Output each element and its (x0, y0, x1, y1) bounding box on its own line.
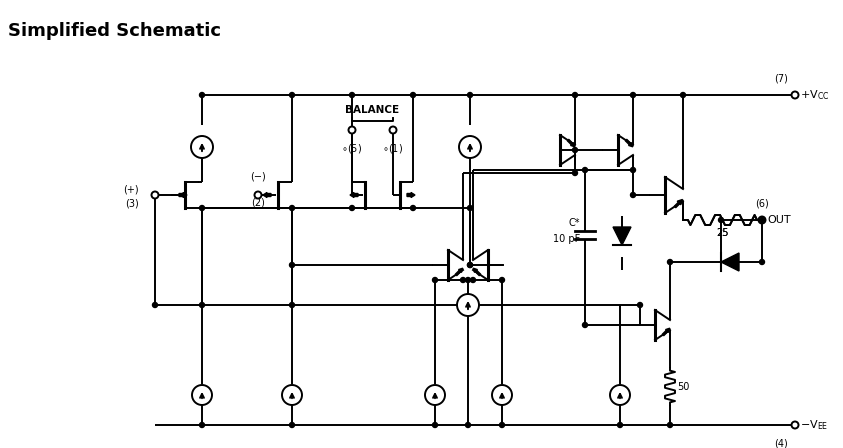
Circle shape (200, 92, 205, 98)
Text: (3): (3) (126, 198, 139, 208)
Circle shape (411, 92, 416, 98)
Circle shape (191, 136, 213, 158)
Circle shape (637, 302, 642, 307)
Text: 25: 25 (717, 228, 728, 238)
FancyArrow shape (455, 268, 463, 276)
Text: Simplified Schematic: Simplified Schematic (8, 22, 221, 40)
Circle shape (282, 385, 302, 405)
Circle shape (792, 422, 798, 428)
Circle shape (460, 277, 465, 283)
Circle shape (289, 263, 294, 267)
Circle shape (389, 126, 396, 134)
Circle shape (459, 136, 481, 158)
Circle shape (425, 385, 445, 405)
Circle shape (432, 277, 438, 283)
FancyArrow shape (663, 328, 670, 336)
Circle shape (631, 168, 636, 172)
FancyArrow shape (674, 199, 683, 208)
Text: C*: C* (568, 218, 580, 228)
Polygon shape (721, 253, 739, 271)
Circle shape (289, 206, 294, 211)
Text: $\circ$(5): $\circ$(5) (341, 142, 362, 155)
Circle shape (457, 294, 479, 316)
Text: 25: 25 (717, 228, 728, 238)
FancyArrow shape (407, 193, 415, 198)
Text: $-$V$_{\mathsf{EE}}$: $-$V$_{\mathsf{EE}}$ (800, 418, 829, 432)
Text: OUT: OUT (767, 215, 791, 225)
Circle shape (492, 385, 512, 405)
Circle shape (255, 191, 261, 198)
Text: (6): (6) (755, 198, 769, 208)
Circle shape (289, 302, 294, 307)
FancyArrow shape (473, 268, 481, 276)
Text: (+): (+) (123, 184, 139, 194)
Circle shape (572, 147, 577, 152)
Circle shape (500, 277, 504, 283)
Circle shape (468, 263, 472, 267)
Circle shape (411, 206, 416, 211)
Circle shape (610, 385, 630, 405)
Circle shape (289, 92, 294, 98)
Circle shape (760, 259, 765, 264)
Text: (2): (2) (251, 197, 265, 207)
Circle shape (350, 92, 355, 98)
Circle shape (792, 91, 798, 99)
Circle shape (500, 422, 504, 427)
Text: (4): (4) (774, 439, 788, 448)
Text: BALANCE: BALANCE (346, 105, 400, 115)
Text: (7): (7) (774, 73, 788, 83)
Text: +V$_{\mathsf{CC}}$: +V$_{\mathsf{CC}}$ (800, 88, 830, 102)
Circle shape (192, 385, 212, 405)
Circle shape (620, 233, 625, 237)
Circle shape (583, 323, 588, 327)
Text: 10 pF: 10 pF (553, 234, 580, 244)
Circle shape (200, 302, 205, 307)
FancyArrow shape (626, 139, 633, 147)
Circle shape (759, 216, 765, 224)
Circle shape (668, 259, 673, 264)
Circle shape (152, 191, 158, 198)
Circle shape (680, 92, 685, 98)
Circle shape (631, 92, 636, 98)
Circle shape (668, 422, 673, 427)
Circle shape (468, 263, 472, 267)
FancyArrow shape (179, 193, 187, 198)
Circle shape (631, 193, 636, 198)
Circle shape (348, 126, 356, 134)
Circle shape (153, 302, 158, 307)
Text: 50: 50 (677, 382, 690, 392)
Circle shape (718, 217, 723, 223)
FancyArrow shape (263, 193, 271, 198)
Text: $\circ$(1): $\circ$(1) (383, 142, 404, 155)
Circle shape (200, 422, 205, 427)
FancyArrow shape (567, 139, 575, 147)
Circle shape (618, 422, 622, 427)
Circle shape (572, 171, 577, 176)
Circle shape (470, 277, 475, 283)
Circle shape (200, 206, 205, 211)
Circle shape (465, 422, 470, 427)
Circle shape (468, 92, 472, 98)
FancyArrow shape (350, 193, 358, 198)
Circle shape (583, 168, 588, 172)
Circle shape (760, 217, 765, 223)
Circle shape (350, 206, 355, 211)
Circle shape (465, 277, 470, 283)
Circle shape (432, 422, 438, 427)
Polygon shape (613, 227, 631, 245)
Circle shape (468, 206, 472, 211)
Circle shape (289, 422, 294, 427)
Circle shape (572, 92, 577, 98)
Text: (−): (−) (250, 171, 266, 181)
